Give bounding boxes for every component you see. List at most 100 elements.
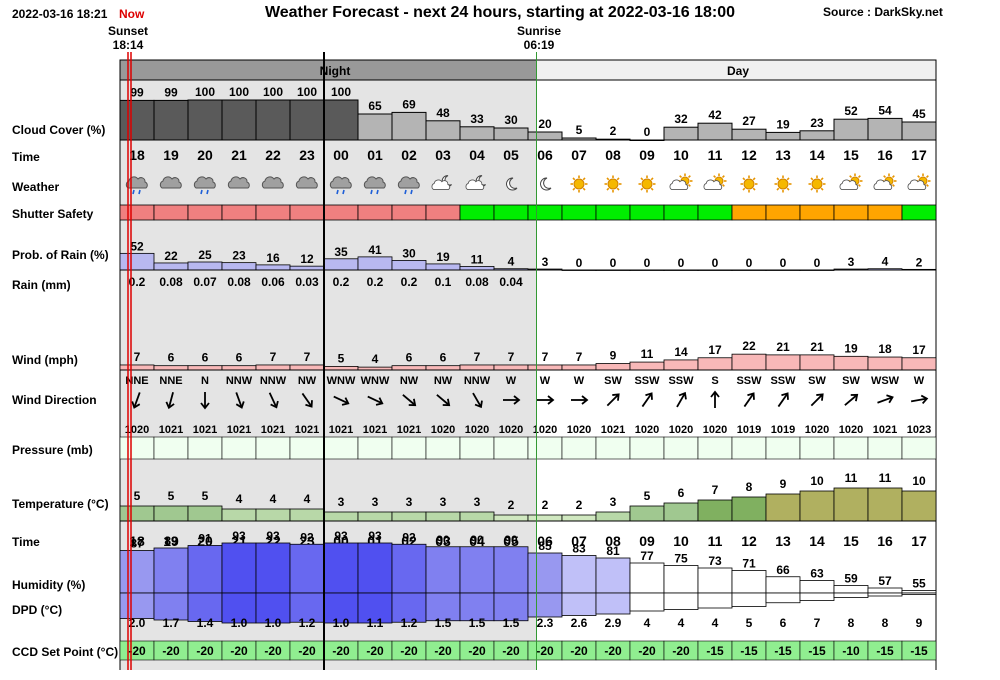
temperature-bar bbox=[153, 505, 189, 522]
ccd-set-point-value: -20 bbox=[502, 644, 520, 658]
arrow-head bbox=[678, 391, 687, 400]
cloud-icon bbox=[159, 176, 182, 189]
rain-drop bbox=[370, 189, 373, 195]
source-label: Source : DarkSky.net bbox=[823, 5, 943, 19]
wind-speed-value: 21 bbox=[810, 340, 824, 354]
rain-probability-value: 35 bbox=[334, 245, 348, 259]
rain-probability-value: 41 bbox=[368, 243, 382, 257]
cloud-shape bbox=[363, 176, 386, 189]
page-title: Weather Forecast - next 24 hours, starti… bbox=[264, 4, 736, 21]
cloud-path bbox=[703, 179, 723, 190]
label-weather: Weather bbox=[12, 180, 60, 194]
dpd-value: 1.0 bbox=[265, 616, 282, 630]
partly-cloudy-day-icon bbox=[873, 173, 897, 190]
cloud-cover-value: 20 bbox=[538, 117, 552, 131]
wind-arrow-icon bbox=[200, 392, 210, 410]
rain-probability-bar bbox=[459, 266, 495, 271]
humidity-value: 73 bbox=[708, 554, 722, 568]
arrow-shaft bbox=[472, 392, 482, 407]
sunrise-time: 06:19 bbox=[523, 38, 555, 52]
wind-arrow-icon bbox=[235, 392, 245, 409]
rain-drop bbox=[200, 189, 203, 195]
wind-bar bbox=[731, 353, 767, 371]
cloud-cover-bar bbox=[391, 111, 427, 141]
label-wind: Wind (mph) bbox=[12, 353, 78, 367]
wind-direction-label: W bbox=[574, 375, 585, 387]
ccd-set-point-value: -20 bbox=[264, 644, 282, 658]
cloud-icon bbox=[295, 176, 318, 189]
humidity-bar-top bbox=[153, 547, 189, 594]
cloud-path bbox=[465, 179, 485, 190]
wind-bar bbox=[459, 364, 495, 371]
cloud-cover-bar bbox=[323, 99, 359, 141]
rain-probability-value: 0 bbox=[746, 256, 753, 270]
humidity-value: 93 bbox=[232, 529, 246, 543]
arrow-head bbox=[781, 392, 789, 400]
cloud-cover-bar bbox=[697, 122, 733, 141]
wind-speed-value: 7 bbox=[474, 350, 481, 364]
time-row-2-label: 07 bbox=[571, 533, 587, 549]
cloud-cover-value: 19 bbox=[776, 117, 790, 131]
rain-probability-value: 12 bbox=[300, 252, 314, 266]
wind-direction-label: SSW bbox=[736, 375, 762, 387]
temperature-value: 4 bbox=[236, 492, 243, 506]
wind-bar bbox=[867, 356, 903, 371]
rain-mm-value: 0.08 bbox=[227, 275, 251, 289]
cloud-path bbox=[329, 176, 352, 189]
humidity-bar-bottom bbox=[561, 592, 597, 616]
wind-bar bbox=[765, 354, 801, 371]
cloud-shape bbox=[295, 176, 318, 189]
humidity-value: 63 bbox=[810, 567, 824, 581]
pressure-cell bbox=[901, 436, 937, 460]
temperature-value: 9 bbox=[780, 477, 787, 491]
humidity-bar-top bbox=[527, 552, 563, 594]
ccd-set-point-value: -20 bbox=[332, 644, 350, 658]
label-time: Time bbox=[12, 150, 40, 164]
rain-drop bbox=[410, 189, 413, 195]
cloud-path bbox=[839, 179, 859, 190]
cloud-path bbox=[295, 176, 318, 189]
rain-mm-value: 0.2 bbox=[367, 275, 384, 289]
cloud-cover-value: 2 bbox=[610, 124, 617, 138]
arrow-head bbox=[747, 392, 755, 400]
humidity-value: 93 bbox=[266, 529, 280, 543]
sun-ray bbox=[640, 177, 644, 181]
shutter-safety-cell bbox=[493, 204, 529, 221]
temperature-bar bbox=[221, 508, 257, 522]
time-row-2-label: 15 bbox=[843, 533, 859, 549]
time-row-2-label: 06 bbox=[537, 533, 553, 549]
ccd-set-point-value: -20 bbox=[672, 644, 690, 658]
moon-icon bbox=[506, 177, 518, 191]
cloud-path bbox=[193, 176, 216, 189]
wind-direction-label: WNW bbox=[327, 375, 356, 387]
temperature-bar bbox=[833, 487, 869, 522]
humidity-bar-bottom bbox=[799, 592, 835, 601]
ccd-set-point-value: -20 bbox=[230, 644, 248, 658]
temperature-bar bbox=[459, 511, 495, 522]
rain-probability-value: 52 bbox=[130, 239, 144, 253]
rain-cloud-icon bbox=[329, 176, 352, 195]
sun-ray bbox=[917, 175, 921, 179]
pressure-cell bbox=[765, 436, 801, 460]
rain-drop bbox=[132, 189, 135, 195]
wind-arrow-icon bbox=[743, 392, 755, 408]
humidity-bar-top bbox=[629, 562, 665, 594]
humidity-value: 55 bbox=[912, 577, 926, 591]
humidity-bar-bottom bbox=[833, 592, 869, 598]
humidity-bar-top bbox=[697, 567, 733, 594]
sun-ray bbox=[572, 187, 576, 191]
humidity-value: 66 bbox=[776, 563, 790, 577]
arrow-shaft bbox=[402, 394, 415, 406]
humidity-value: 87 bbox=[130, 537, 144, 551]
wind-arrow-icon bbox=[301, 392, 313, 408]
sun-ray bbox=[786, 187, 790, 191]
cloud-cover-value: 42 bbox=[708, 108, 722, 122]
arrow-shaft bbox=[168, 392, 174, 407]
pressure-value: 1021 bbox=[329, 424, 353, 436]
humidity-bar-top bbox=[765, 576, 801, 594]
humidity-value: 81 bbox=[606, 544, 620, 558]
humidity-bar-top bbox=[493, 546, 529, 594]
shutter-safety-cell bbox=[255, 204, 291, 221]
shutter-safety-cell bbox=[459, 204, 495, 221]
